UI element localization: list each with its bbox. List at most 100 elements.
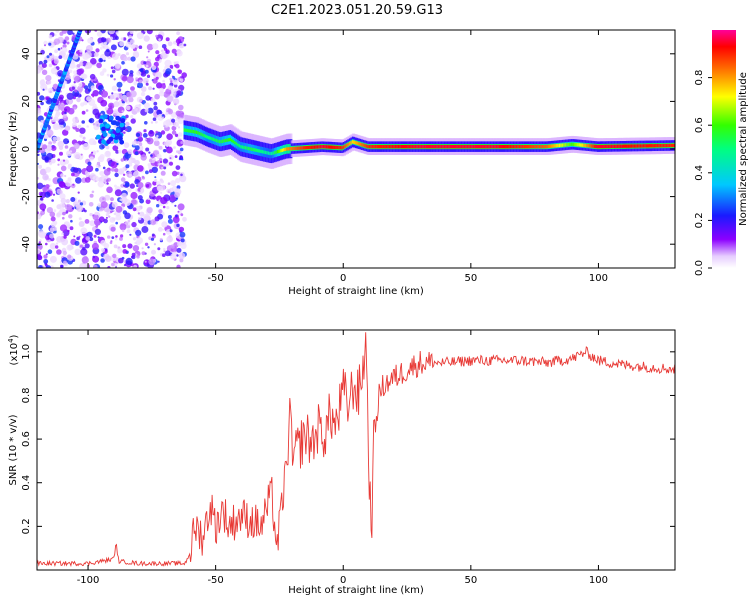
heatmap-cell [142, 133, 148, 138]
heatmap-cell [98, 118, 104, 124]
heatmap-cell [146, 207, 153, 214]
heatmap-cell [84, 177, 91, 183]
heatmap-cell [166, 146, 173, 154]
heatmap-cell [133, 81, 138, 86]
heatmap-cell [122, 182, 126, 185]
heatmap-cell [105, 255, 112, 262]
heatmap-cell [77, 191, 80, 194]
heatmap-cell [77, 41, 81, 44]
heatmap-cell [122, 210, 128, 215]
heatmap-cell [110, 66, 114, 70]
heatmap-cell [532, 145, 536, 149]
heatmap-cell [137, 212, 140, 215]
heatmap-cell [76, 64, 81, 68]
heatmap-cell [87, 161, 92, 166]
heatmap-cell [96, 81, 99, 84]
heatmap-cell [166, 95, 174, 103]
heatmap-cell [137, 216, 142, 221]
heatmap-cell [56, 212, 61, 218]
heatmap-cell [124, 99, 128, 103]
heatmap-cell [218, 140, 222, 144]
heatmap-cell [167, 108, 174, 115]
heatmap-cell [45, 242, 48, 246]
heatmap-cell [110, 197, 114, 202]
heatmap-cell [105, 37, 111, 43]
heatmap-cell [102, 68, 107, 73]
heatmap-cell [52, 139, 57, 144]
heatmap-cell [163, 250, 166, 253]
heatmap-cell [76, 97, 81, 103]
heatmap-cell [66, 244, 73, 251]
heatmap-cell [41, 69, 48, 76]
heatmap-cell [165, 111, 169, 116]
heatmap-cell [178, 42, 185, 49]
heatmap-cell [59, 181, 66, 189]
heatmap-cell [126, 76, 134, 84]
heatmap-cell [79, 49, 83, 53]
heatmap-cell [194, 130, 198, 134]
heatmap-cell [122, 249, 128, 254]
heatmap-cell [91, 93, 94, 97]
heatmap-cell [85, 236, 90, 241]
heatmap-cell [162, 232, 166, 236]
heatmap-cell [130, 86, 135, 91]
heatmap-cell [48, 34, 53, 39]
heatmap-cell [150, 154, 153, 157]
heatmap-cell [160, 52, 168, 60]
heatmap-cell [129, 90, 137, 98]
heatmap-cell [99, 154, 105, 160]
heatmap-cell [148, 130, 155, 137]
heatmap-cell [140, 154, 147, 161]
heatmap-cell [179, 147, 184, 152]
heatmap-cell [50, 222, 57, 228]
heatmap-cell [64, 179, 72, 187]
heatmap-cell [45, 253, 48, 256]
heatmap-cell [58, 55, 63, 59]
heatmap-cell [52, 123, 60, 131]
heatmap-cell [60, 165, 67, 172]
heatmap-cell [134, 205, 141, 212]
y-tick-label: 0.2 [21, 518, 32, 534]
heatmap-cell [157, 227, 163, 232]
heatmap-cell [131, 199, 137, 205]
heatmap-cell [174, 192, 180, 198]
heatmap-cell [111, 92, 114, 95]
heatmap-cell [176, 264, 181, 268]
heatmap-cell [175, 38, 182, 44]
heatmap-cell [106, 73, 110, 77]
heatmap-cell [180, 173, 183, 177]
heatmap-cell [141, 226, 149, 233]
heatmap-cell [147, 107, 154, 114]
heatmap-cell [110, 161, 118, 169]
heatmap-cell [43, 259, 49, 264]
heatmap-cell [95, 48, 100, 53]
heatmap-cell [164, 250, 171, 257]
heatmap-cell [135, 229, 142, 236]
heatmap-cell [155, 76, 159, 80]
heatmap-cell [78, 235, 81, 238]
heatmap-cell [64, 36, 70, 41]
heatmap-cell [53, 58, 59, 64]
heatmap-cell [67, 165, 72, 170]
heatmap-cell [52, 136, 57, 141]
heatmap-cell [174, 204, 177, 207]
snr-x-axis-label: Height of straight line (km) [288, 585, 424, 596]
heatmap-cell [169, 229, 173, 233]
heatmap-cell [74, 240, 80, 246]
heatmap-cell [145, 199, 151, 205]
colorbar-gradient [712, 30, 736, 268]
heatmap-cell [69, 226, 74, 231]
heatmap-cell [78, 217, 82, 221]
heatmap-cell [37, 255, 43, 261]
heatmap-cell [96, 31, 103, 37]
heatmap-cell [114, 237, 118, 241]
heatmap-cell [108, 215, 111, 218]
heatmap-cell [67, 254, 72, 259]
heatmap-cell [61, 47, 68, 53]
heatmap-cell [125, 257, 133, 265]
heatmap-cell [163, 149, 167, 153]
heatmap-cell [171, 48, 177, 54]
heatmap-cell [630, 144, 634, 148]
heatmap-cell [121, 75, 128, 82]
heatmap-cell [162, 50, 165, 54]
